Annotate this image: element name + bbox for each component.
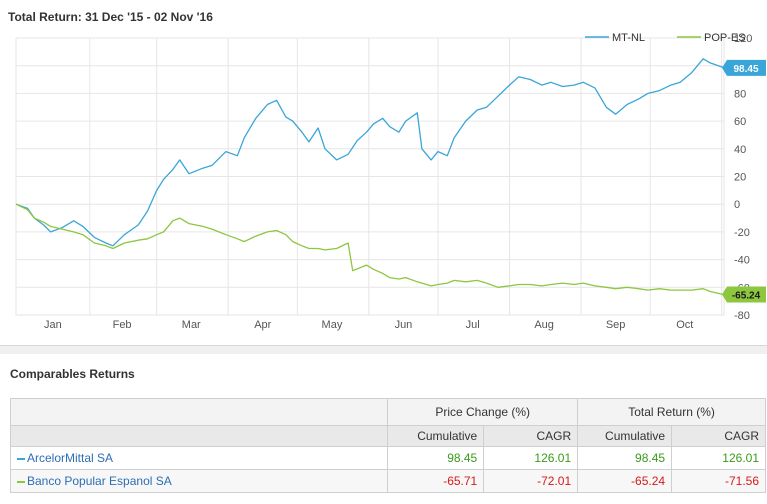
legend-label: MT-NL	[612, 32, 645, 44]
price-cumulative-cell: 98.45	[387, 446, 485, 470]
row-name-cell: ArcelorMittal SA	[9, 446, 389, 470]
chart-title: Total Return: 31 Dec '15 - 02 Nov '16	[8, 10, 213, 24]
total-cumulative-cell: -65.24	[577, 469, 673, 493]
x-tick-label: May	[322, 319, 343, 331]
banco-popular-link[interactable]: Banco Popular Espanol SA	[27, 474, 172, 488]
chart-svg: 120100806040200-20-40-60-80JanFebMarAprM…	[15, 32, 766, 331]
comparables-title: Comparables Returns	[10, 367, 135, 381]
price-change-header: Price Change (%)	[387, 398, 579, 426]
x-tick-label: Apr	[254, 319, 271, 331]
section-divider	[0, 345, 767, 354]
table-sub-header-row: Cumulative CAGR Cumulative CAGR	[9, 425, 766, 447]
x-tick-label: Feb	[113, 319, 132, 331]
last-value-label: 98.45	[733, 64, 758, 75]
arcelormittal-link[interactable]: ArcelorMittal SA	[27, 451, 114, 465]
last-value-flag-shape	[722, 59, 766, 76]
total-cumulative-header: Cumulative	[577, 425, 673, 447]
x-tick-label: Jan	[44, 319, 62, 331]
x-tick-label: Jul	[466, 319, 480, 331]
price-cagr-cell: -72.01	[483, 469, 579, 493]
x-tick-label: Aug	[534, 319, 554, 331]
total-return-header: Total Return (%)	[577, 398, 766, 426]
y-tick-label: 120	[734, 33, 752, 45]
series-swatch-icon	[17, 480, 25, 483]
price-cagr-cell: 126.01	[483, 446, 579, 470]
table-group-header-row: Price Change (%) Total Return (%)	[9, 398, 766, 426]
series-line-pop-es	[15, 203, 725, 296]
y-tick-label: 0	[734, 199, 740, 211]
total-cumulative-cell: 98.45	[577, 446, 673, 470]
table-row-banco-popular: Banco Popular Espanol SA -65.71 -72.01 -…	[9, 469, 766, 493]
last-value-flag: 98.45	[722, 59, 766, 76]
series-line-mt-nl	[15, 58, 725, 247]
last-value-flag: -65.24	[722, 286, 766, 303]
x-tick-label: Sep	[606, 319, 626, 331]
table-row-arcelormittal: ArcelorMittal SA 98.45 126.01 98.45 126.…	[9, 446, 766, 470]
table-corner-cell	[9, 398, 389, 426]
table-name-header-cell	[9, 425, 389, 447]
chart-panel: 120100806040200-20-40-60-80JanFebMarAprM…	[8, 10, 766, 331]
x-tick-label: Jun	[395, 319, 413, 331]
y-tick-label: 40	[734, 144, 746, 156]
total-cagr-cell: 126.01	[671, 446, 766, 470]
last-value-label: -65.24	[732, 291, 761, 302]
total-cagr-cell: -71.56	[671, 469, 766, 493]
series-swatch-icon	[17, 457, 25, 460]
price-cumulative-cell: -65.71	[387, 469, 485, 493]
last-value-flag-shape	[722, 286, 766, 303]
y-tick-label: -20	[734, 227, 750, 239]
y-tick-label: 80	[734, 88, 746, 100]
y-tick-label: 60	[734, 116, 746, 128]
total-cagr-header: CAGR	[671, 425, 766, 447]
x-tick-label: Mar	[182, 319, 201, 331]
row-name-cell: Banco Popular Espanol SA	[9, 469, 389, 493]
legend-label: POP-ES	[704, 32, 746, 44]
price-cumulative-header: Cumulative	[387, 425, 485, 447]
y-tick-label: -80	[734, 310, 750, 322]
y-tick-label: -40	[734, 255, 750, 267]
comparables-table: Price Change (%) Total Return (%) Cumula…	[9, 398, 766, 493]
x-tick-label: Oct	[676, 319, 693, 331]
y-tick-label: 20	[734, 172, 746, 184]
price-cagr-header: CAGR	[483, 425, 579, 447]
